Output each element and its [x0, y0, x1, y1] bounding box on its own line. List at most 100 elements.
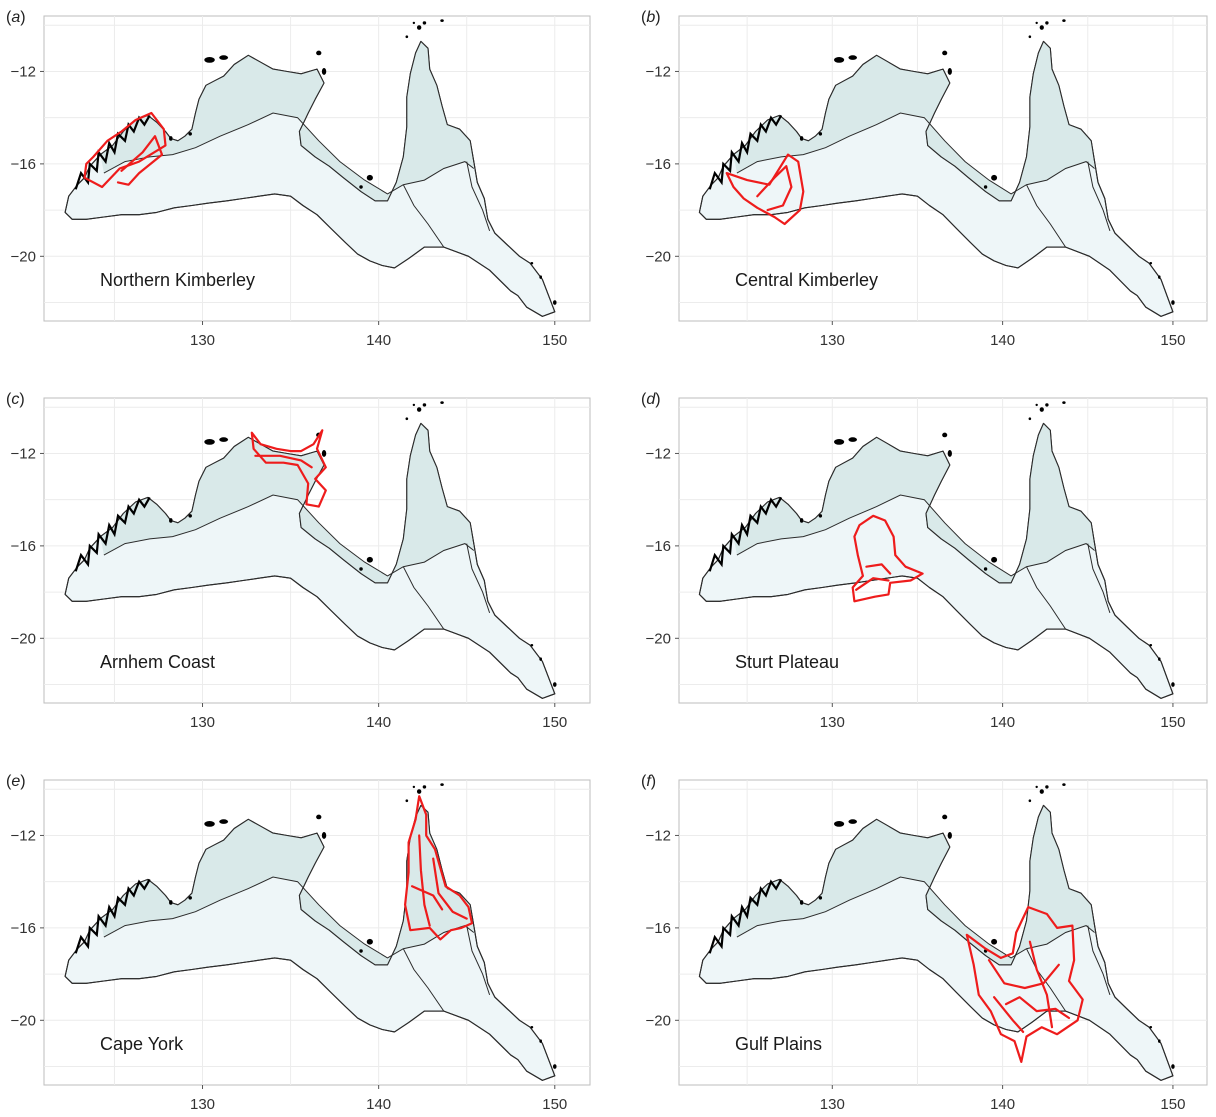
map-panel-a: 130 140 150 −12 −16 −20 (a) Northern Kimberley — [6, 9, 591, 349]
bioregion-boundary — [103, 876, 475, 959]
x-tick-label: 140 — [366, 714, 391, 731]
highlight-subdivision — [411, 885, 444, 911]
bioregion-boundary — [1087, 925, 1111, 996]
y-tick-label: −20 — [646, 248, 671, 265]
panel-letter: (a) — [6, 9, 26, 26]
x-tick-label: 130 — [820, 332, 845, 349]
highlight-region — [250, 429, 327, 508]
y-tick-label: −12 — [11, 63, 36, 80]
y-tick-label: −16 — [646, 920, 671, 937]
bioregion-boundary — [1026, 184, 1067, 248]
coastal-bioregions — [100, 805, 474, 965]
y-tick-label: −20 — [11, 630, 36, 647]
highlight-region — [851, 514, 924, 603]
region-name: Northern Kimberley — [100, 270, 255, 290]
highlight-subdivision — [1004, 996, 1071, 1020]
islands — [799, 783, 1175, 1069]
y-tick-label: −12 — [11, 827, 36, 844]
region-name: Arnhem Coast — [100, 652, 215, 672]
highlight-outline — [965, 905, 1084, 1064]
bioregion-boundary — [103, 112, 475, 195]
y-tick-label: −16 — [11, 156, 36, 173]
x-tick-label: 130 — [820, 714, 845, 731]
region-name: Sturt Plateau — [735, 652, 839, 672]
bioregion-boundary — [466, 161, 491, 232]
map-panel-d: 130 140 150 −12 −16 −20 (d) Sturt Plateau — [641, 391, 1208, 731]
y-tick-label: −12 — [646, 445, 671, 462]
highlight-subdivision — [854, 577, 890, 591]
kimberley-coast — [708, 496, 783, 572]
region-name: Gulf Plains — [735, 1034, 822, 1054]
highlight-outline — [83, 111, 167, 189]
x-tick-label: 140 — [366, 332, 391, 349]
x-tick-label: 130 — [820, 1096, 845, 1113]
bioregion-boundary — [736, 494, 1095, 577]
coastal-bioregions — [733, 423, 1095, 583]
kimberley-coast — [74, 496, 151, 572]
panel-letter: (e) — [6, 773, 26, 790]
coastal-bioregions — [100, 423, 474, 583]
highlight-subdivision — [987, 959, 1060, 990]
y-tick-label: −20 — [11, 1012, 36, 1029]
x-tick-label: 150 — [542, 332, 567, 349]
kimberley-coast — [74, 114, 151, 190]
x-tick-label: 130 — [190, 1096, 215, 1113]
x-tick-label: 130 — [190, 714, 215, 731]
highlight-subdivision — [418, 834, 431, 927]
kimberley-coast — [708, 114, 783, 190]
bioregion-boundary — [1026, 566, 1067, 630]
bioregion-boundary — [402, 566, 445, 630]
region-name: Central Kimberley — [735, 270, 878, 290]
highlight-region — [725, 153, 805, 226]
panel-letter: (f) — [641, 773, 656, 790]
highlight-region — [404, 795, 474, 941]
coastal-bioregions — [733, 805, 1095, 965]
y-tick-label: −20 — [11, 248, 36, 265]
x-tick-label: 130 — [190, 332, 215, 349]
y-tick-label: −12 — [11, 445, 36, 462]
kimberley-coast — [74, 878, 151, 954]
bioregion-boundary — [402, 184, 445, 248]
islands — [169, 19, 557, 305]
highlight-subdivision — [756, 165, 793, 212]
highlight-subdivision — [432, 857, 468, 920]
islands — [169, 783, 557, 1069]
bioregion-boundary — [736, 876, 1095, 959]
highlight-subdivision — [992, 996, 1025, 1034]
islands — [799, 19, 1175, 305]
panel-letter: (b) — [641, 9, 661, 26]
y-tick-label: −12 — [646, 827, 671, 844]
x-tick-label: 140 — [990, 1096, 1015, 1113]
highlight-outline — [250, 429, 327, 508]
bioregion-boundary — [402, 948, 445, 1012]
y-tick-label: −12 — [646, 63, 671, 80]
highlight-subdivision — [116, 135, 164, 186]
highlight-region — [83, 111, 167, 189]
bioregion-boundary — [466, 925, 491, 996]
y-tick-label: −20 — [646, 630, 671, 647]
x-tick-label: 150 — [542, 1096, 567, 1113]
bioregion-boundary — [736, 112, 1095, 195]
x-tick-label: 150 — [1160, 1096, 1185, 1113]
islands — [799, 401, 1175, 687]
x-tick-label: 140 — [366, 1096, 391, 1113]
x-tick-label: 140 — [990, 332, 1015, 349]
highlight-subdivision — [1028, 940, 1054, 1029]
map-panel-e: 130 140 150 −12 −16 −20 (e) Cape York — [6, 773, 591, 1113]
x-tick-label: 150 — [1160, 714, 1185, 731]
bioregion-boundary — [466, 543, 491, 614]
highlight-subdivision — [865, 563, 892, 575]
map-panel-c: 130 140 150 −12 −16 −20 (c) Arnhem Coast — [6, 391, 591, 731]
x-tick-label: 150 — [1160, 332, 1185, 349]
y-tick-label: −16 — [11, 538, 36, 555]
bioregion-boundary — [1087, 543, 1111, 614]
map-panel-b: 130 140 150 −12 −16 −20 (b) Central Kimberley — [641, 9, 1208, 349]
panel-letter: (d) — [641, 391, 661, 408]
x-tick-label: 150 — [542, 714, 567, 731]
y-tick-label: −20 — [646, 1012, 671, 1029]
highlight-outline — [851, 514, 924, 603]
highlight-subdivision — [254, 454, 313, 469]
highlight-region — [965, 905, 1084, 1064]
